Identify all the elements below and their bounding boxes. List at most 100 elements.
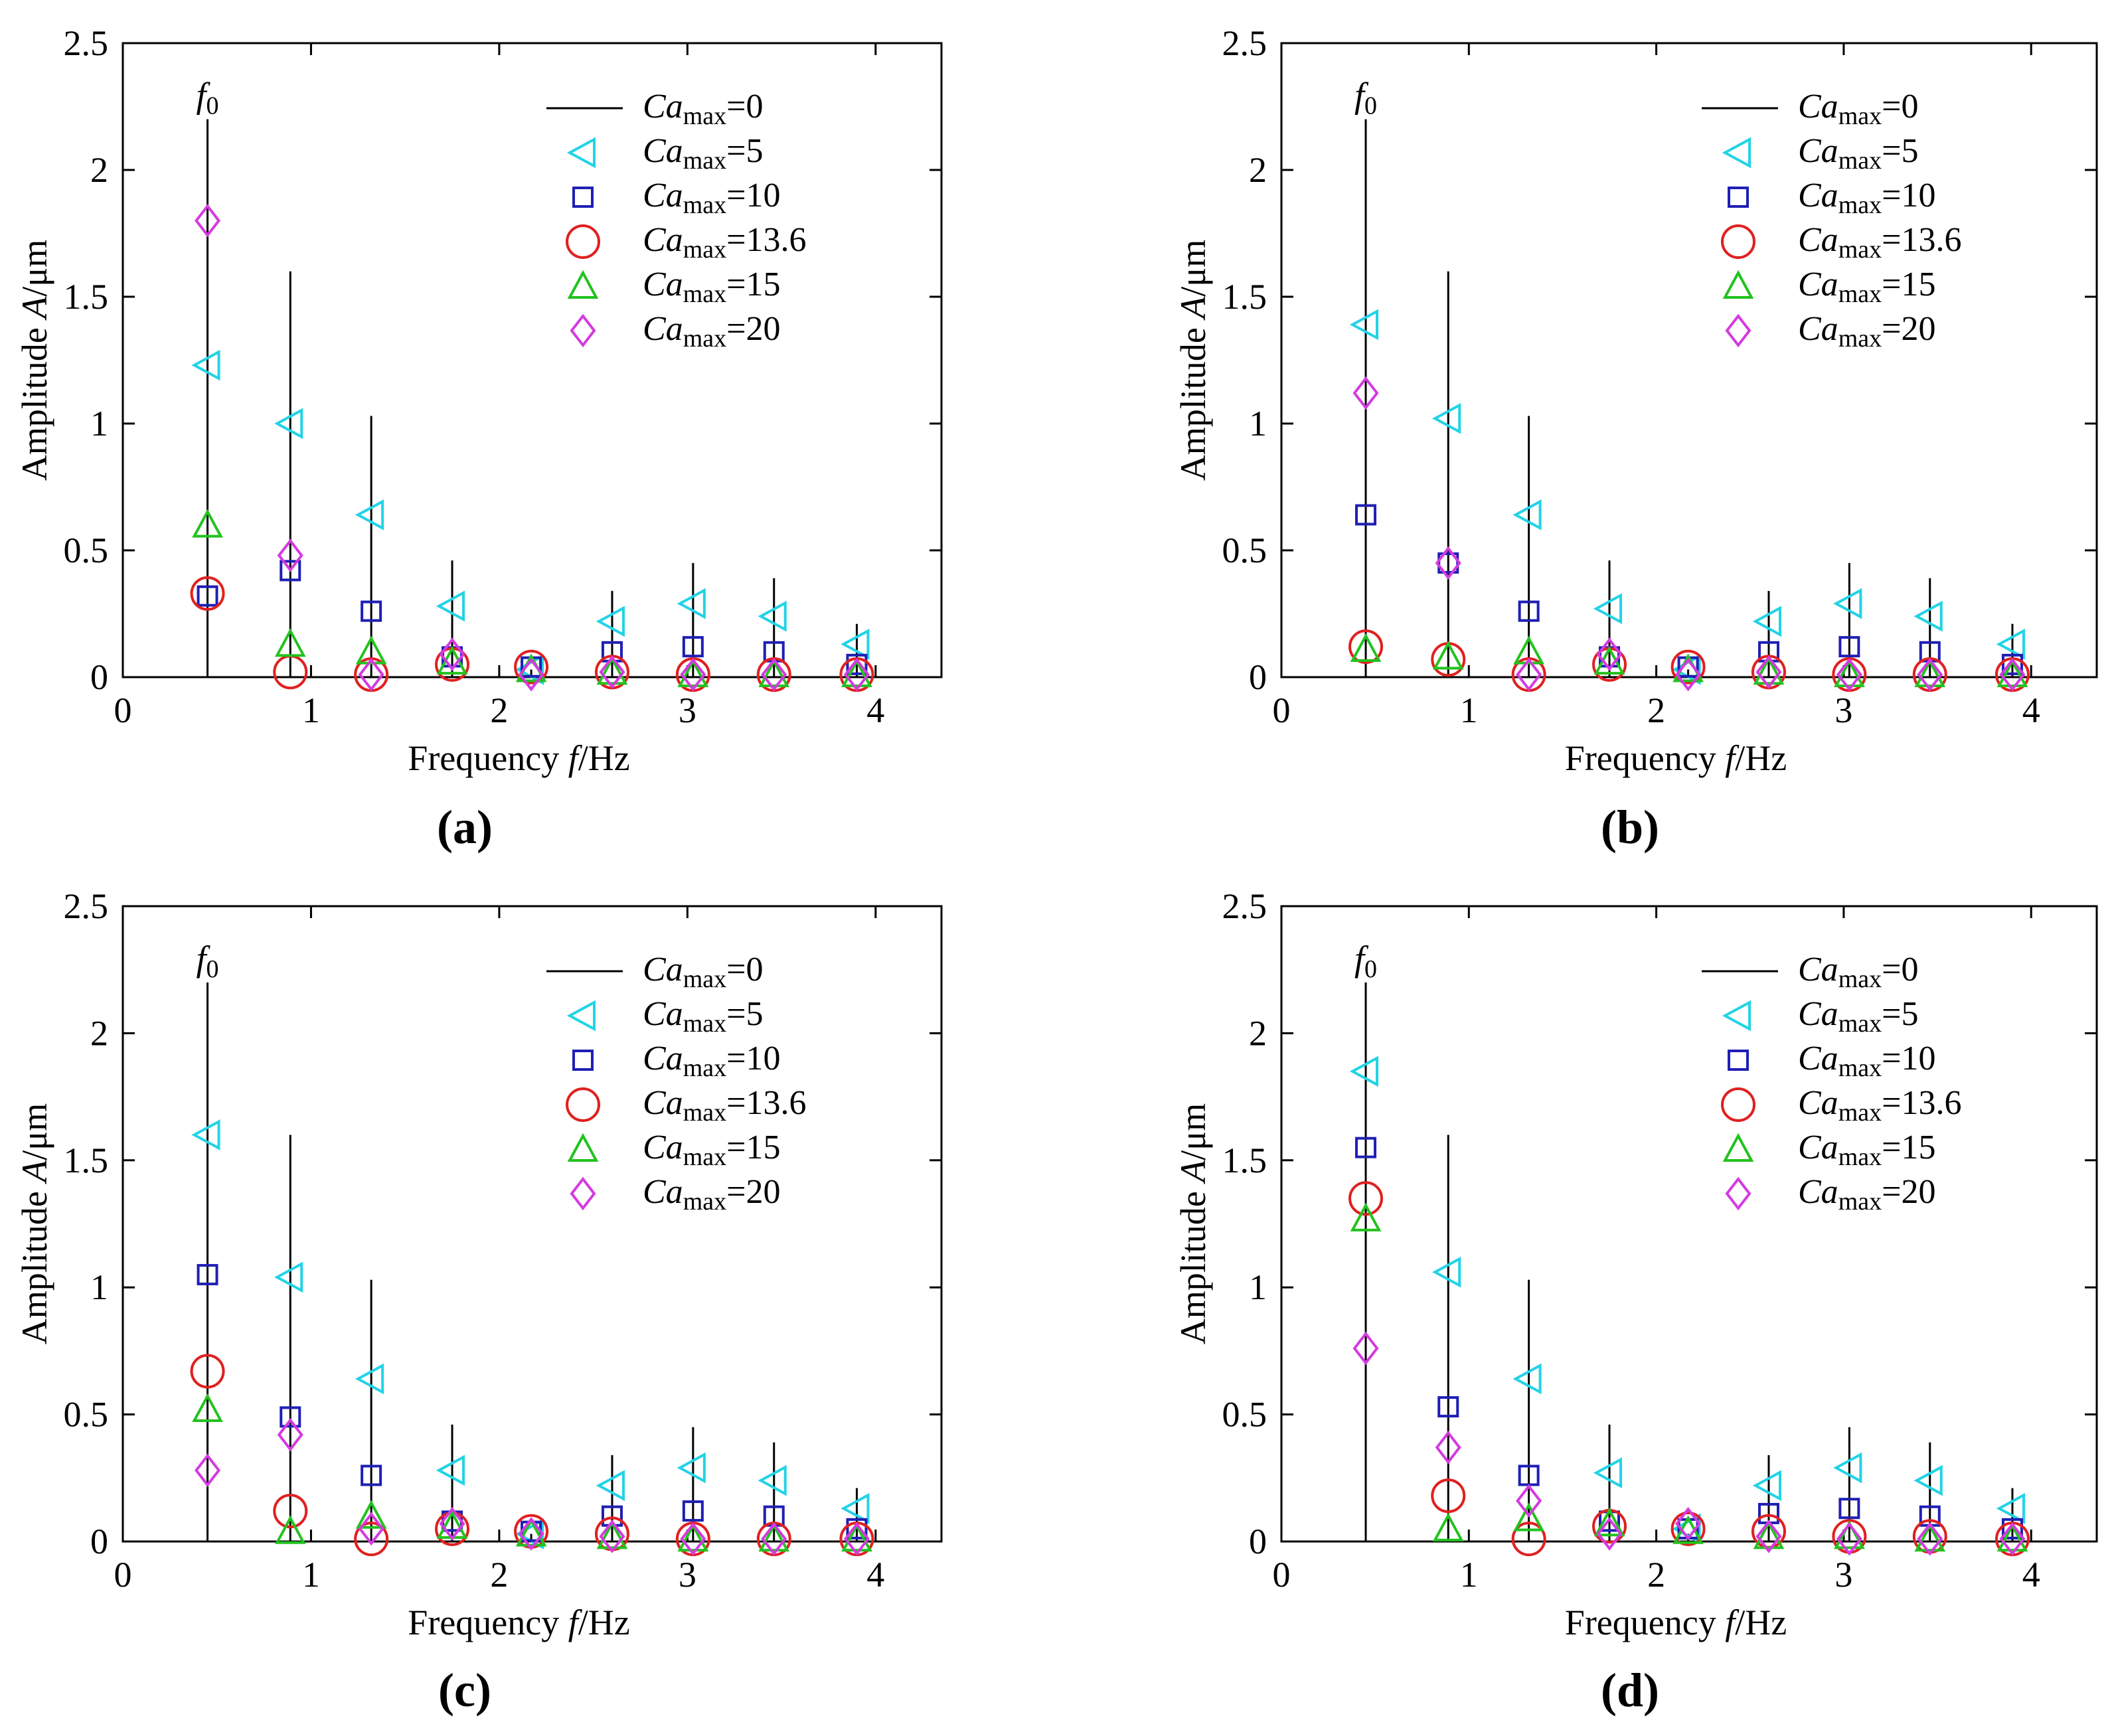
marker-square [1437,1396,1459,1418]
marker-square [1355,504,1377,526]
panel-label: (d) [1601,1664,1659,1717]
y-tick-label: 1 [90,1267,108,1307]
y-tick-label: 1 [1249,404,1267,443]
y-tick-label: 0.5 [1222,530,1267,570]
legend: Camax=0Camax=5Camax=10Camax=13.6Camax=15… [546,951,806,1216]
marker-square [197,1264,218,1286]
marker-diamond [277,538,303,572]
legend-swatch-diamond [570,1176,596,1211]
marker-diamond [1516,1484,1542,1518]
legend-label: Camax=5 [643,132,763,175]
marker-square [682,636,704,658]
marker-circle [190,576,225,611]
y-tick-label: 2 [90,150,108,190]
x-tick-label: 0 [114,1555,132,1595]
marker-diamond [195,1453,221,1488]
legend-label: Camax=10 [643,1040,780,1082]
marker-triangle-left [436,590,465,622]
marker-triangle-left [274,1261,303,1293]
legend-label: Camax=10 [643,177,780,219]
marker-diamond [680,1522,706,1556]
marker-triangle-up [596,656,628,685]
f0-annotation: f0 [1354,76,1377,120]
marker-triangle-left [274,408,303,439]
y-axis-label: Amplitude A/μm [1173,1103,1213,1344]
marker-diamond [1836,657,1862,692]
marker-square [2001,653,2023,675]
y-tick-label: 1 [90,404,108,443]
marker-diamond [761,657,787,692]
legend-swatch-triangle-left [1722,1000,1751,1032]
marker-circle [1670,649,1706,684]
x-tick-label: 4 [2022,1555,2040,1595]
marker-triangle-left [1593,1457,1623,1488]
marker-circle [1348,1181,1384,1216]
marker-triangle-up [274,1515,306,1544]
marker-triangle-up [677,1522,709,1552]
marker-triangle-up [274,628,306,657]
marker-triangle-up [1432,1512,1464,1541]
marker-triangle-up [1513,635,1544,665]
marker-circle [273,1494,308,1529]
marker-triangle-left [1512,1363,1542,1395]
marker-circle [1511,1522,1546,1557]
marker-diamond [1917,657,1943,692]
marker-triangle-up [1753,1520,1785,1549]
marker-triangle-up [192,509,223,538]
legend-swatch-triangle-up [567,1133,599,1162]
marker-square [682,1500,704,1522]
marker-diamond [358,1512,384,1546]
y-tick-label: 2.5 [1222,23,1267,63]
x-tick-label: 0 [1273,1555,1291,1595]
marker-triangle-left [1752,605,1781,637]
y-axis-label: Amplitude A/μm [1173,240,1213,481]
legend-label: Camax=20 [643,1173,780,1216]
marker-triangle-up [596,1520,628,1549]
legend: Camax=0Camax=5Camax=10Camax=13.6Camax=15… [1702,88,1961,353]
marker-diamond [1999,1522,2026,1556]
marker-triangle-up [355,635,387,665]
legend-swatch-diamond [570,313,596,348]
y-tick-label: 0 [90,1522,108,1561]
legend-label: Camax=13.6 [643,1084,806,1127]
plot-frame [122,905,943,1543]
legend-swatch-triangle-left [1722,137,1751,169]
y-tick-label: 0.5 [64,530,109,570]
plot-frame [1280,905,2098,1543]
x-tick-label: 4 [866,1555,884,1595]
marker-triangle-up [1914,1522,1946,1552]
marker-diamond [518,1517,544,1551]
legend-swatch-square [1728,1050,1749,1071]
x-tick-label: 3 [1834,690,1852,730]
marker-triangle-left [1512,499,1542,530]
y-tick-label: 2 [90,1013,108,1053]
y-tick-label: 1.5 [64,277,109,317]
x-axis-label: Frequency f/Hz [408,1603,629,1642]
marker-triangle-up [1432,641,1464,670]
marker-square [280,560,301,582]
x-axis-label: Frequency f/Hz [1565,738,1787,778]
plot-frame [122,42,943,678]
marker-diamond [518,657,544,692]
marker-triangle-up [841,1522,872,1552]
marker-circle [1431,1478,1466,1514]
legend-label: Camax=5 [1798,132,1918,175]
y-tick-label: 1 [1249,1267,1267,1307]
legend-swatch-triangle-up [567,270,599,299]
marker-triangle-up [192,1393,223,1422]
marker-triangle-left [1432,403,1461,434]
marker-triangle-left [677,1452,706,1484]
marker-triangle-left [758,1464,787,1496]
x-tick-label: 3 [679,690,696,730]
x-tick-label: 3 [679,1555,696,1595]
marker-triangle-left [436,1455,465,1486]
marker-square [197,585,218,607]
legend-label: Camax=0 [1798,951,1918,993]
marker-square [846,653,868,675]
legend-label: Camax=20 [643,310,780,353]
legend-label: Camax=13.6 [1798,1084,1961,1127]
legend: Camax=0Camax=5Camax=10Camax=13.6Camax=15… [1702,951,1961,1216]
marker-diamond [1435,1431,1461,1464]
marker-triangle-up [1753,656,1785,685]
legend-label: Camax=15 [643,266,780,308]
